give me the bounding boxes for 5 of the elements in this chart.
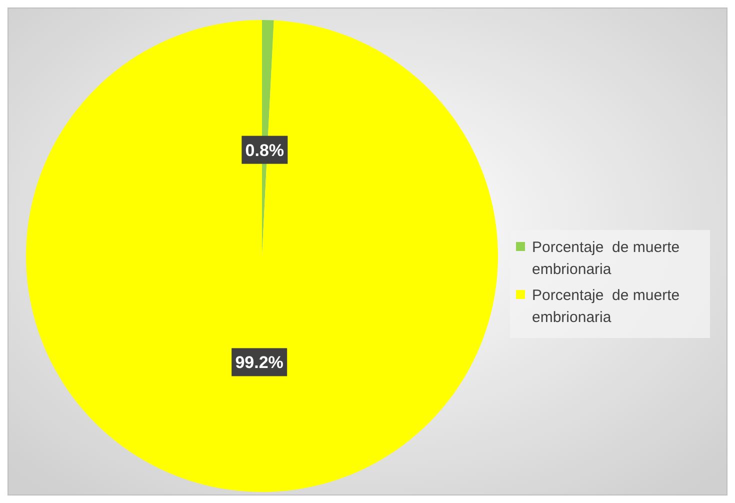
legend-label: Porcentaje de muerte embrionaria — [532, 287, 680, 326]
legend-label: Porcentaje de muerte embrionaria — [532, 239, 680, 278]
data-label: 0.8% — [245, 140, 284, 160]
pie-slice — [26, 20, 498, 492]
data-label: 99.2% — [235, 353, 284, 372]
